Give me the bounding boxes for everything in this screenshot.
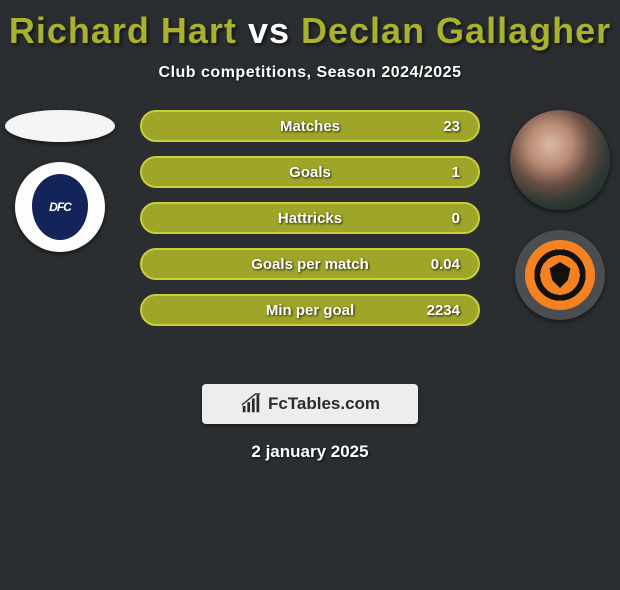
player-b-club-crest <box>515 230 605 320</box>
stat-bar: Hattricks 0 <box>140 202 480 234</box>
vs-word: vs <box>248 10 290 51</box>
right-column <box>500 110 620 320</box>
stat-label: Min per goal <box>266 302 354 319</box>
stat-value: 23 <box>443 118 460 135</box>
page-title: Richard Hart vs Declan Gallagher <box>0 10 620 52</box>
stat-value: 0 <box>452 210 460 227</box>
stat-bars: Matches 23 Goals 1 Hattricks 0 Goals per match… <box>140 110 480 326</box>
player-a-name: Richard Hart <box>9 10 237 51</box>
brand-text: FcTables.com <box>268 394 380 414</box>
stat-label: Goals <box>289 164 331 181</box>
stat-bar: Goals 1 <box>140 156 480 188</box>
brand-chart-icon <box>240 393 262 415</box>
player-a-club-crest: DFC <box>15 162 105 252</box>
crest-shield-icon: DFC <box>32 174 88 240</box>
player-b-photo <box>510 110 610 210</box>
stat-value: 0.04 <box>431 256 460 273</box>
comparison-area: DFC Matches 23 Goals 1 Hattricks 0 Goals per m… <box>0 110 620 370</box>
stat-label: Matches <box>280 118 340 135</box>
stat-value: 2234 <box>427 302 460 319</box>
player-b-name: Declan Gallagher <box>301 10 611 51</box>
stat-bar: Matches 23 <box>140 110 480 142</box>
date-text: 2 january 2025 <box>0 442 620 462</box>
player-a-photo-placeholder <box>5 110 115 142</box>
stat-label: Hattricks <box>278 210 342 227</box>
stat-value: 1 <box>452 164 460 181</box>
crest-b-lion-icon <box>547 262 573 288</box>
stat-label: Goals per match <box>251 256 369 273</box>
subtitle: Club competitions, Season 2024/2025 <box>0 64 620 82</box>
stat-bar: Min per goal 2234 <box>140 294 480 326</box>
crest-b-ring-icon <box>525 240 595 310</box>
left-column: DFC <box>0 110 120 252</box>
stat-bar: Goals per match 0.04 <box>140 248 480 280</box>
brand-badge: FcTables.com <box>202 384 418 424</box>
crest-a-text: DFC <box>49 200 71 214</box>
